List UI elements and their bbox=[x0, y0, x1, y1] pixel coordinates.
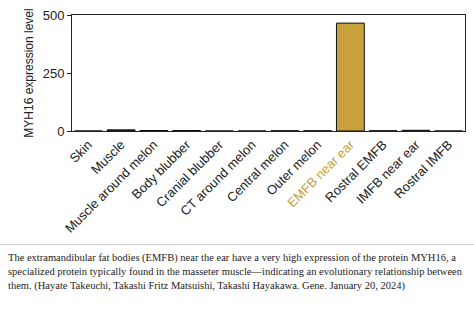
svg-text:Rostral IMFB: Rostral IMFB bbox=[391, 137, 455, 201]
svg-text:EMFB near ear: EMFB near ear bbox=[284, 137, 357, 210]
svg-text:Muscle around melon: Muscle around melon bbox=[62, 137, 160, 235]
svg-text:Body blubber: Body blubber bbox=[129, 137, 194, 202]
svg-text:250: 250 bbox=[43, 66, 65, 81]
svg-text:Skin: Skin bbox=[67, 137, 95, 165]
svg-text:CT around melon: CT around melon bbox=[177, 137, 258, 218]
svg-text:Muscle: Muscle bbox=[88, 137, 128, 177]
svg-text:500: 500 bbox=[43, 8, 65, 23]
html-text:The extramandibular fat bodies: The extramandibular fat bodies (EMFB) ne… bbox=[8, 252, 462, 292]
svg-text:IMFB near ear: IMFB near ear bbox=[353, 137, 423, 207]
svg-text:Central melon: Central melon bbox=[224, 137, 292, 205]
svg-text:Cranial blubber: Cranial blubber bbox=[153, 137, 226, 210]
svg-text:Rostral EMFB: Rostral EMFB bbox=[322, 137, 390, 205]
svg-text:MYH16 expression level: MYH16 expression level bbox=[22, 8, 36, 137]
svg-text:Outer melon: Outer melon bbox=[263, 137, 324, 198]
svg-text:0: 0 bbox=[57, 124, 64, 139]
